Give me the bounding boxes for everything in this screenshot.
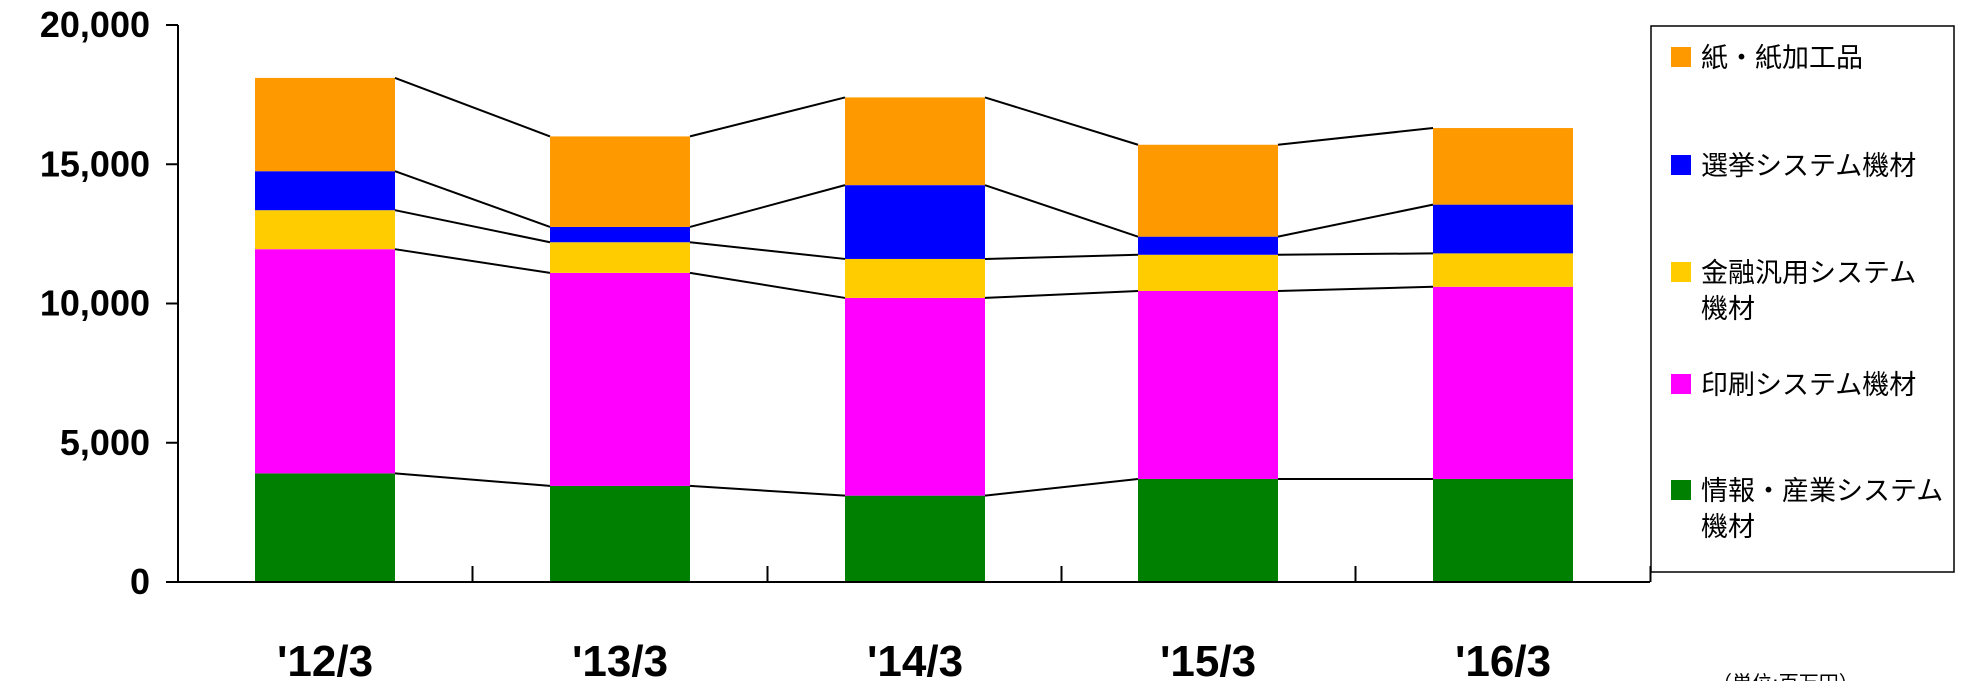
bar-segment	[1433, 286, 1573, 479]
legend-label: 金融汎用システム	[1701, 258, 1916, 289]
x-tick-label: '13/3	[572, 637, 668, 681]
connector-line	[984, 289, 1139, 299]
connector-line	[394, 248, 551, 274]
connector-line	[1277, 252, 1434, 256]
bar-segment	[1433, 253, 1573, 287]
bar-segment	[845, 97, 985, 186]
connector-line	[984, 184, 1139, 238]
connector-line	[689, 96, 846, 138]
bar-segment	[255, 210, 395, 250]
bar-segment	[1433, 478, 1573, 582]
connector-line	[394, 170, 551, 228]
connector-line	[1277, 285, 1434, 292]
bar-segment	[845, 297, 985, 496]
bar-segment	[550, 242, 690, 273]
bar-segment	[845, 258, 985, 298]
legend-label: 情報・産業システム	[1701, 476, 1943, 507]
bars-layer	[255, 77, 1573, 582]
tick-labels-layer: 0 5,000 10,000 15,000 20,000 '12/3 '13/3 '14/3 '…	[40, 4, 1551, 681]
connector-line	[1277, 203, 1434, 238]
legend-swatch	[1671, 47, 1691, 67]
legend-label: 印刷システム機材	[1701, 370, 1916, 401]
bar-segment	[255, 171, 395, 211]
connector-line	[1277, 127, 1434, 146]
connector-line	[689, 271, 846, 299]
connector-line	[689, 184, 846, 228]
y-tick-label: 10,000	[40, 283, 150, 324]
y-tick-label: 15,000	[40, 143, 150, 184]
y-tick-label: 5,000	[60, 422, 150, 463]
y-tick-label: 20,000	[40, 4, 150, 45]
connector-lines-layer	[394, 76, 1434, 497]
bar-segment	[255, 473, 395, 582]
bar-segment	[550, 136, 690, 227]
legend-swatch	[1671, 374, 1691, 394]
x-tick-label: '16/3	[1455, 637, 1551, 681]
legend-box	[1650, 25, 1955, 573]
connector-line	[984, 477, 1139, 497]
y-tick-label: 0	[130, 561, 150, 602]
connector-line	[689, 484, 846, 497]
bar-segment	[1433, 204, 1573, 254]
legend-swatch	[1671, 262, 1691, 282]
bar-segment	[1138, 478, 1278, 582]
bar-segment	[1138, 254, 1278, 291]
bar-segment	[255, 77, 395, 172]
bar-segment	[255, 249, 395, 474]
legend-swatch	[1671, 480, 1691, 500]
bar-segment	[1138, 236, 1278, 255]
axes-layer	[166, 24, 1652, 583]
legend-label: 紙・紙加工品	[1701, 43, 1863, 74]
bar-segment	[1138, 290, 1278, 479]
legend-label: 選挙システム機材	[1701, 151, 1916, 182]
connector-line	[394, 472, 551, 487]
connector-line	[689, 241, 846, 260]
connector-line	[394, 209, 551, 244]
legend-label: 機材	[1701, 294, 1755, 325]
bar-segment	[845, 185, 985, 259]
connector-line	[394, 76, 551, 138]
legend-swatch	[1671, 155, 1691, 175]
bar-segment	[1138, 144, 1278, 237]
bar-segment	[550, 226, 690, 243]
bar-segment	[845, 495, 985, 582]
unit-note: （単位:百万円）	[1712, 671, 1859, 681]
bar-segment	[550, 272, 690, 486]
bar-segment	[1433, 128, 1573, 205]
legend: 紙・紙加工品選挙システム機材金融汎用システム機材印刷システム機材情報・産業システ…	[1650, 25, 1955, 573]
x-tick-label: '15/3	[1160, 637, 1256, 681]
connector-line	[984, 253, 1139, 260]
connector-line	[984, 96, 1139, 146]
bar-segment	[550, 485, 690, 582]
x-tick-label: '12/3	[277, 637, 373, 681]
x-tick-label: '14/3	[867, 637, 963, 681]
legend-label: 機材	[1701, 512, 1755, 543]
